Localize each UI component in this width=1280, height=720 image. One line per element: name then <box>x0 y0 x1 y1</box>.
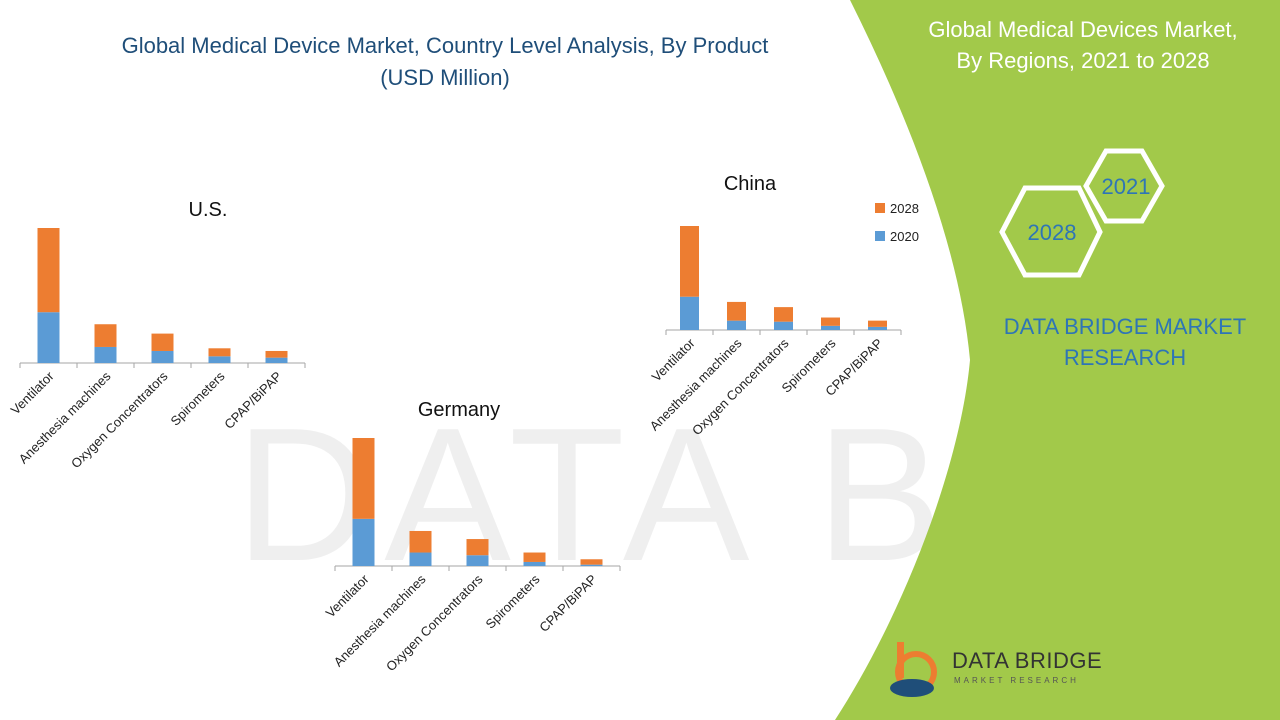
logo-subtext: MARKET RESEARCH <box>954 676 1079 685</box>
bar-china-2020-2 <box>774 321 793 330</box>
bar-us-2020-3 <box>208 356 231 363</box>
category-label-germany: Oxygen Concentrators <box>383 571 486 674</box>
bar-china-2020-3 <box>821 325 840 330</box>
category-label-germany: Ventilator <box>323 571 372 620</box>
chart-title-china: China <box>724 173 777 195</box>
bar-china-2028-1 <box>727 301 746 321</box>
page-title-line1: Global Medical Device Market, Country Le… <box>121 33 769 58</box>
bar-china-2028-3 <box>821 317 840 326</box>
bar-china-2020-0 <box>680 296 699 330</box>
bar-germany-2020-0 <box>352 518 375 566</box>
bar-us-2028-3 <box>208 348 231 357</box>
brand-name-line2: RESEARCH <box>1063 345 1187 370</box>
brand-name: DATA BRIDGE MARKET RESEARCH <box>985 311 1265 373</box>
hexagon-2021: 2021 <box>1083 148 1165 224</box>
category-label-us: CPAP/BiPAP <box>221 369 284 432</box>
bar-us-2020-0 <box>37 312 60 363</box>
bar-germany-2028-4 <box>580 559 603 565</box>
category-label-china: Oxygen Concentrators <box>689 335 792 438</box>
bar-us-2028-0 <box>37 228 60 313</box>
legend-label-2020: 2020 <box>890 229 919 244</box>
logo-mark <box>890 642 937 697</box>
bar-germany-2020-3 <box>523 561 546 566</box>
bar-us-2028-4 <box>265 350 288 358</box>
bar-germany-2020-2 <box>466 555 489 566</box>
bar-us-2020-1 <box>94 346 117 363</box>
bar-us-2020-4 <box>265 357 288 363</box>
legend-swatch-2020 <box>875 231 885 241</box>
brand-name-line1: DATA BRIDGE MARKET <box>1003 314 1247 339</box>
page-title-line2: (USD Million) <box>380 65 510 90</box>
hexagon-2028-label: 2028 <box>1028 220 1077 245</box>
legend-label-2028: 2028 <box>890 201 919 216</box>
bar-germany-2020-4 <box>580 564 603 566</box>
side-title-line1: Global Medical Devices Market, <box>928 17 1238 42</box>
bar-us-2028-2 <box>151 333 174 351</box>
side-title-line2: By Regions, 2021 to 2028 <box>956 48 1210 73</box>
bar-us-2020-2 <box>151 350 174 363</box>
bar-china-2020-1 <box>727 320 746 330</box>
chart-title-us: U.S. <box>189 199 228 221</box>
category-label-germany: CPAP/BiPAP <box>536 572 599 635</box>
bar-germany-2028-3 <box>523 552 546 562</box>
chart-title-germany: Germany <box>418 399 500 421</box>
category-label-us: Spirometers <box>167 368 228 429</box>
green-side-panel <box>835 0 1280 720</box>
category-label-china: Ventilator <box>649 335 698 384</box>
page-title: Global Medical Device Market, Country Le… <box>60 30 830 94</box>
category-label-germany: Spirometers <box>482 571 543 632</box>
hexagon-2028: 2028 <box>999 185 1103 278</box>
logo-text: DATA BRIDGE <box>952 648 1103 673</box>
bar-china-2028-2 <box>774 307 793 322</box>
bar-china-2020-4 <box>868 326 887 330</box>
bar-china-2028-4 <box>868 320 887 327</box>
category-label-us: Ventilator <box>8 368 57 417</box>
hexagon-2021-label: 2021 <box>1102 174 1151 199</box>
category-label-us: Oxygen Concentrators <box>68 368 171 471</box>
side-title: Global Medical Devices Market, By Region… <box>898 14 1268 76</box>
bar-germany-2028-0 <box>352 438 375 519</box>
category-label-china: Anesthesia machines <box>647 335 745 433</box>
legend-swatch-2028 <box>875 203 885 213</box>
bar-us-2028-1 <box>94 324 117 347</box>
bar-germany-2028-2 <box>466 539 489 556</box>
bar-germany-2020-1 <box>409 552 432 566</box>
bar-germany-2028-1 <box>409 530 432 553</box>
bar-china-2028-0 <box>680 226 699 297</box>
